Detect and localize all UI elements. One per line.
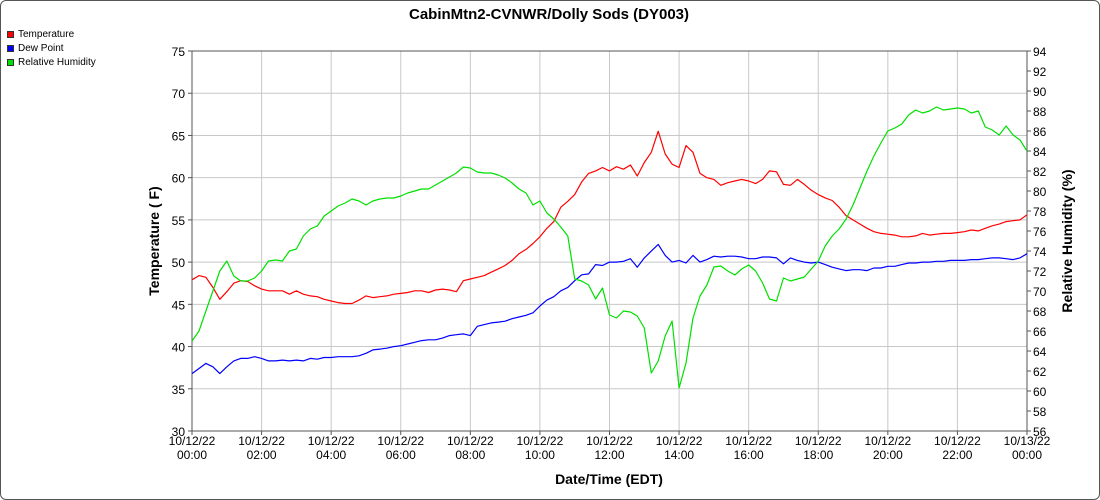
x-tick-label-time: 10:00 (525, 448, 555, 462)
x-tick-label-date: 10/12/22 (238, 434, 285, 448)
y-right-tick-label: 56 (1033, 425, 1047, 439)
x-axis-label: Date/Time (EDT) (555, 471, 663, 487)
y-right-tick-label: 60 (1033, 385, 1047, 399)
y-right-tick-label: 66 (1033, 325, 1047, 339)
y-right-tick-label: 86 (1033, 125, 1047, 139)
x-tick-label-date: 10/12/22 (447, 434, 494, 448)
y-right-tick-label: 82 (1033, 165, 1047, 179)
x-tick-label-time: 22:00 (942, 448, 972, 462)
legend-label-relative-humidity: Relative Humidity (18, 56, 96, 68)
x-tick-label-date: 10/12/22 (377, 434, 424, 448)
y-right-tick-label: 94 (1033, 45, 1047, 59)
series-line-dew-point (191, 243, 1028, 375)
y-right-tick-label: 84 (1033, 145, 1047, 159)
legend-label-temperature: Temperature (18, 28, 75, 40)
tick-layer: 10/12/2200:0010/12/2202:0010/12/2204:001… (169, 45, 1051, 462)
series-line-relative-humidity (191, 106, 1028, 389)
x-tick-label-time: 12:00 (594, 448, 624, 462)
y-left-tick-label: 70 (172, 87, 186, 101)
x-tick-label-date: 10/12/22 (169, 434, 216, 448)
series-layer (191, 106, 1028, 389)
y-right-tick-label: 76 (1033, 225, 1047, 239)
x-tick-label-time: 08:00 (455, 448, 485, 462)
y-left-tick-label: 50 (172, 256, 186, 270)
y-right-tick-label: 74 (1033, 245, 1047, 259)
y-right-tick-label: 88 (1033, 105, 1047, 119)
legend-item-relative-humidity[interactable]: Relative Humidity (7, 55, 96, 69)
x-tick-label-time: 02:00 (247, 448, 277, 462)
y-left-tick-label: 35 (172, 383, 186, 397)
x-tick-label-date: 10/12/22 (517, 434, 564, 448)
x-tick-label-time: 00:00 (1012, 448, 1042, 462)
grid-layer (191, 50, 1028, 432)
y-right-tick-label: 90 (1033, 85, 1047, 99)
chart-title: CabinMtn2-CVNWR/Dolly Sods (DY003) (409, 6, 689, 23)
legend-swatch-relative-humidity (7, 58, 14, 66)
series-line-temperature (191, 130, 1028, 305)
x-tick-label-time: 18:00 (803, 448, 833, 462)
x-tick-label-date: 10/12/22 (934, 434, 981, 448)
y-right-tick-label: 92 (1033, 65, 1047, 79)
y-left-tick-label: 40 (172, 341, 186, 355)
legend-label-dew-point: Dew Point (18, 42, 64, 54)
y-right-tick-label: 62 (1033, 365, 1047, 379)
y-left-tick-label: 45 (172, 298, 186, 312)
x-tick-label-time: 00:00 (177, 448, 207, 462)
y-right-tick-label: 68 (1033, 305, 1047, 319)
y-right-tick-label: 64 (1033, 345, 1047, 359)
x-tick-label-date: 10/12/22 (656, 434, 703, 448)
y-left-tick-label: 60 (172, 172, 186, 186)
x-tick-label-time: 16:00 (734, 448, 764, 462)
y-left-tick-label: 65 (172, 129, 186, 143)
x-tick-label-date: 10/12/22 (308, 434, 355, 448)
x-tick-label-time: 14:00 (664, 448, 694, 462)
x-tick-label-time: 06:00 (386, 448, 416, 462)
legend-item-dew-point[interactable]: Dew Point (7, 41, 96, 55)
legend-item-temperature[interactable]: Temperature (7, 27, 96, 41)
x-tick-label-time: 20:00 (873, 448, 903, 462)
legend: Temperature Dew Point Relative Humidity (7, 27, 96, 69)
legend-swatch-dew-point (7, 44, 14, 52)
y-axis-right-label: Relative Humidity (%) (1059, 169, 1075, 312)
x-tick-label-date: 10/12/22 (586, 434, 633, 448)
x-tick-label-date: 10/13/22 (1004, 434, 1051, 448)
y-left-tick-label: 75 (172, 45, 186, 59)
x-tick-label-date: 10/12/22 (864, 434, 911, 448)
y-axis-left-label: Temperature ( F) (146, 186, 162, 295)
y-left-tick-label: 30 (172, 425, 186, 439)
x-tick-label-time: 04:00 (316, 448, 346, 462)
y-right-tick-label: 58 (1033, 405, 1047, 419)
y-right-tick-label: 70 (1033, 285, 1047, 299)
y-right-tick-label: 72 (1033, 265, 1047, 279)
legend-swatch-temperature (7, 30, 14, 38)
y-left-tick-label: 55 (172, 214, 186, 228)
y-right-tick-label: 80 (1033, 185, 1047, 199)
x-tick-label-date: 10/12/22 (795, 434, 842, 448)
y-right-tick-label: 78 (1033, 205, 1047, 219)
x-tick-label-date: 10/12/22 (725, 434, 772, 448)
